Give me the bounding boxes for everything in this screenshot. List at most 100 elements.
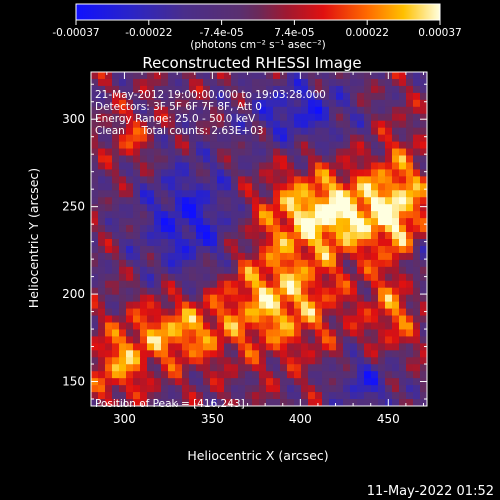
y-tick-label: 150 xyxy=(62,375,85,389)
heatmap-cell xyxy=(175,155,183,163)
heatmap-cell xyxy=(112,252,120,261)
colorbar-unit-label: (photons cm⁻² s⁻¹ asec⁻²) xyxy=(190,39,325,51)
heatmap-cell xyxy=(182,169,190,177)
heatmap-cell xyxy=(378,134,386,142)
heatmap-cell xyxy=(399,245,407,254)
heatmap-cell xyxy=(399,155,407,163)
heatmap-cell xyxy=(224,162,232,170)
heatmap-cell xyxy=(308,392,316,400)
heatmap-cell xyxy=(385,357,393,365)
heatmap-cell xyxy=(154,176,162,184)
heatmap-cell xyxy=(266,113,274,122)
heatmap-cell xyxy=(91,218,99,226)
heatmap-cell xyxy=(301,392,309,400)
heatmap-cell xyxy=(399,78,407,87)
heatmap-cell xyxy=(175,120,183,129)
heatmap-cell xyxy=(112,329,120,337)
heatmap-cell xyxy=(126,336,134,344)
heatmap-cell xyxy=(126,294,134,303)
heatmap-cell xyxy=(133,204,141,212)
heatmap-cell xyxy=(105,392,113,400)
heatmap-cell xyxy=(371,259,379,268)
heatmap-cell xyxy=(357,218,365,226)
heatmap-cell xyxy=(147,162,155,170)
heatmap-cell xyxy=(224,134,232,142)
heatmap-cell xyxy=(420,141,428,149)
heatmap-cell xyxy=(280,183,288,191)
heatmap-cell xyxy=(217,308,225,316)
heatmap-cell xyxy=(154,273,162,282)
heatmap-cell xyxy=(280,343,288,351)
heatmap-cell xyxy=(385,78,393,87)
heatmap-cell xyxy=(322,148,330,156)
heatmap-cell xyxy=(168,155,176,163)
heatmap-cell xyxy=(350,371,358,379)
heatmap-cell xyxy=(147,336,155,344)
heatmap-cell xyxy=(133,211,141,219)
heatmap-cell xyxy=(385,336,393,344)
heatmap-cell xyxy=(161,336,169,344)
heatmap-cell xyxy=(91,113,99,122)
heatmap-cell xyxy=(301,232,309,240)
heatmap-cell xyxy=(119,225,127,233)
heatmap-cell xyxy=(161,259,169,268)
heatmap-cell xyxy=(259,141,267,149)
heatmap-cell xyxy=(175,280,183,289)
heatmap-cell xyxy=(168,148,176,156)
heatmap-cell xyxy=(175,252,183,261)
heatmap-cell xyxy=(357,399,365,407)
heatmap-cell xyxy=(322,85,330,94)
heatmap-cell xyxy=(147,245,155,254)
heatmap-cell xyxy=(196,106,204,115)
heatmap-cell xyxy=(182,322,190,330)
heatmap-cell xyxy=(343,294,351,303)
heatmap-cell xyxy=(147,259,155,268)
heatmap-cell xyxy=(189,106,197,115)
heatmap-cell xyxy=(259,85,267,94)
heatmap-cell xyxy=(168,259,176,268)
heatmap-cell xyxy=(175,72,183,80)
heatmap-cell xyxy=(266,266,274,275)
y-tick-label: 250 xyxy=(62,200,85,214)
heatmap-cell xyxy=(182,162,190,170)
heatmap-cell xyxy=(406,322,414,330)
heatmap-cell xyxy=(287,266,295,275)
heatmap-cell xyxy=(98,92,106,101)
heatmap-cell xyxy=(91,294,99,303)
heatmap-cell xyxy=(98,273,106,282)
heatmap-cell xyxy=(392,329,400,337)
heatmap-cell xyxy=(154,120,162,129)
heatmap-cell xyxy=(119,301,127,309)
heatmap-cell xyxy=(329,239,337,247)
heatmap-cell xyxy=(385,287,393,296)
heatmap-cell xyxy=(259,329,267,337)
heatmap-cell xyxy=(203,315,211,323)
heatmap-cell xyxy=(203,266,211,275)
heatmap-cell xyxy=(224,190,232,198)
heatmap-cell xyxy=(329,343,337,351)
heatmap-cell xyxy=(217,190,225,198)
heatmap-cell xyxy=(154,225,162,233)
heatmap-cell xyxy=(210,357,218,365)
heatmap-cell xyxy=(112,134,120,142)
heatmap-cell xyxy=(175,169,183,177)
heatmap-cell xyxy=(252,336,260,344)
heatmap-cell xyxy=(392,211,400,219)
heatmap-cell xyxy=(217,266,225,275)
heatmap-cell xyxy=(315,294,323,303)
heatmap-cell xyxy=(119,92,127,101)
heatmap-cell xyxy=(238,315,246,323)
heatmap-cell xyxy=(399,308,407,316)
heatmap-cell xyxy=(147,78,155,87)
heatmap-cell xyxy=(392,113,400,122)
heatmap-cell xyxy=(371,399,379,407)
heatmap-cell xyxy=(287,399,295,407)
heatmap-cell xyxy=(322,204,330,212)
heatmap-cell xyxy=(98,155,106,163)
heatmap-cell xyxy=(189,134,197,142)
heatmap-cell xyxy=(287,78,295,87)
heatmap-cell xyxy=(343,155,351,163)
heatmap-cell xyxy=(98,211,106,219)
heatmap-cell xyxy=(238,336,246,344)
heatmap-cell xyxy=(336,120,344,129)
